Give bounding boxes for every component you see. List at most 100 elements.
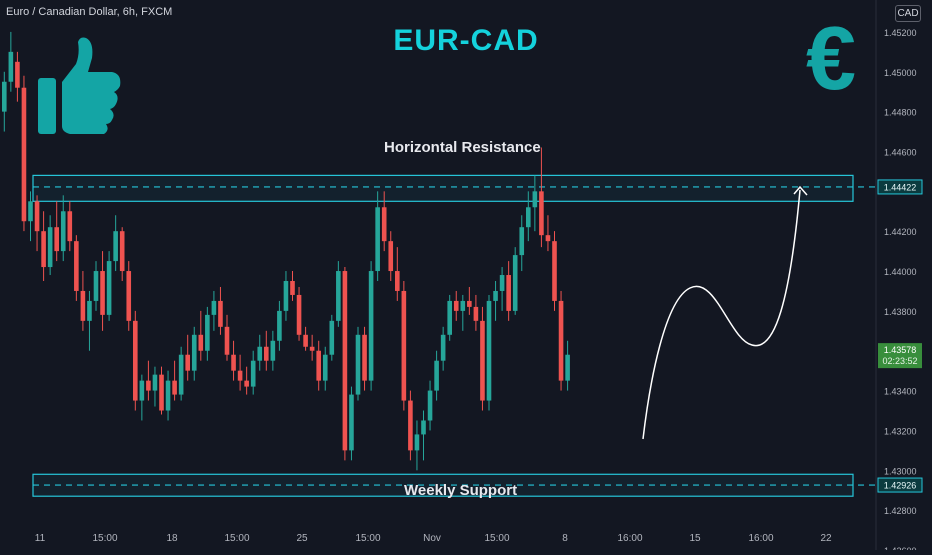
candle-body xyxy=(283,281,289,311)
resistance-zone xyxy=(32,174,854,202)
y-tick-label: 1.42600 xyxy=(884,546,917,550)
candle-body xyxy=(440,334,446,361)
x-tick-label: 22 xyxy=(820,533,832,544)
candle-body xyxy=(185,354,190,371)
y-tick-label: 1.45200 xyxy=(884,28,917,38)
candle-body xyxy=(296,294,302,335)
candle-body xyxy=(447,300,452,335)
candle-body xyxy=(165,380,171,411)
candle-body xyxy=(74,241,79,291)
candle-body xyxy=(493,290,498,301)
y-tick-label: 1.43200 xyxy=(884,426,917,436)
candle-body xyxy=(106,261,112,315)
symbol-title: Euro / Canadian Dollar, 6h, FXCM xyxy=(6,6,173,18)
candle-body xyxy=(322,354,328,381)
y-tick-label: 1.43800 xyxy=(884,307,917,317)
candle-body xyxy=(133,320,138,401)
candle-body xyxy=(152,374,158,391)
candle-body xyxy=(519,227,525,256)
candle-body xyxy=(368,271,374,381)
candle-body xyxy=(100,271,105,315)
candle-body xyxy=(375,207,380,272)
candle-body xyxy=(54,227,59,252)
candle-body xyxy=(309,346,315,351)
resistance-label: Horizontal Resistance xyxy=(384,139,541,156)
countdown-label: 02:23:52 xyxy=(882,356,917,366)
candle-body xyxy=(67,211,73,242)
candle-body xyxy=(244,380,249,387)
y-tick-label: 1.42800 xyxy=(884,506,917,516)
candle-body xyxy=(15,61,20,88)
candle-body xyxy=(329,320,335,355)
y-tick-label: 1.44800 xyxy=(884,108,917,118)
x-tick-label: 16:00 xyxy=(748,533,773,544)
candle-body xyxy=(303,334,308,347)
support-label: Weekly Support xyxy=(404,482,518,499)
thumbs-up-icon xyxy=(36,34,122,143)
y-tick-label: 1.43000 xyxy=(884,466,917,476)
x-tick-label: 15:00 xyxy=(355,533,380,544)
projection-arrowhead xyxy=(793,185,808,196)
candle-body xyxy=(355,334,361,395)
candle-body xyxy=(191,334,197,371)
candle-body xyxy=(486,300,492,401)
candle-body xyxy=(290,281,295,295)
candle-body xyxy=(28,201,33,222)
candle-body xyxy=(211,300,217,315)
candle-body xyxy=(381,207,387,242)
support-price-label: 1.42926 xyxy=(884,481,917,491)
candle-body xyxy=(427,390,433,421)
candle-body xyxy=(113,231,118,262)
candle-body xyxy=(388,241,394,272)
candle-body xyxy=(460,300,466,311)
x-tick-label: Nov xyxy=(423,533,441,544)
candle-body xyxy=(80,290,86,321)
x-tick-label: 15:00 xyxy=(92,533,117,544)
y-tick-label: 1.44200 xyxy=(884,227,917,237)
candle-body xyxy=(453,300,459,311)
projection-path xyxy=(642,189,801,440)
candle-body xyxy=(342,271,348,451)
candle-body xyxy=(21,87,27,222)
candle-body xyxy=(231,354,236,371)
candle-body xyxy=(316,350,321,381)
candle-body xyxy=(8,51,14,82)
resistance-price-label: 1.44422 xyxy=(884,182,917,192)
candle-body xyxy=(60,211,66,252)
candle-body xyxy=(264,346,269,361)
currency-button[interactable]: CAD xyxy=(895,5,921,22)
candle-body xyxy=(349,394,354,451)
x-tick-label: 11 xyxy=(35,533,46,544)
candle-body xyxy=(545,235,551,242)
candle-body xyxy=(480,320,485,401)
candle-body xyxy=(257,346,263,361)
candle-body xyxy=(93,271,99,301)
x-tick-label: 15:00 xyxy=(484,533,509,544)
candle-body xyxy=(336,271,341,321)
y-tick-label: 1.45000 xyxy=(884,68,917,78)
y-tick-label: 1.44600 xyxy=(884,147,917,157)
candle-body xyxy=(178,354,184,395)
candle-body xyxy=(401,290,407,401)
last-price-label: 1.43578 xyxy=(884,345,917,355)
candle-body xyxy=(139,380,145,401)
chart-headline: EUR-CAD xyxy=(393,24,539,57)
candle-body xyxy=(198,334,204,351)
candle-body xyxy=(467,300,472,307)
price-axis-panel xyxy=(876,0,932,550)
candle-body xyxy=(434,360,439,391)
candle-body xyxy=(362,334,367,381)
x-tick-label: 25 xyxy=(296,533,308,544)
euro-icon: € xyxy=(806,9,857,109)
candle-body xyxy=(506,275,511,311)
candle-body xyxy=(277,310,282,341)
candle-body xyxy=(119,231,125,272)
candle-body xyxy=(565,354,570,381)
y-tick-label: 1.44000 xyxy=(884,267,917,277)
candle-body xyxy=(87,300,92,321)
candle-body xyxy=(205,314,210,351)
candle-body xyxy=(2,81,7,112)
x-tick-label: 8 xyxy=(562,533,568,544)
